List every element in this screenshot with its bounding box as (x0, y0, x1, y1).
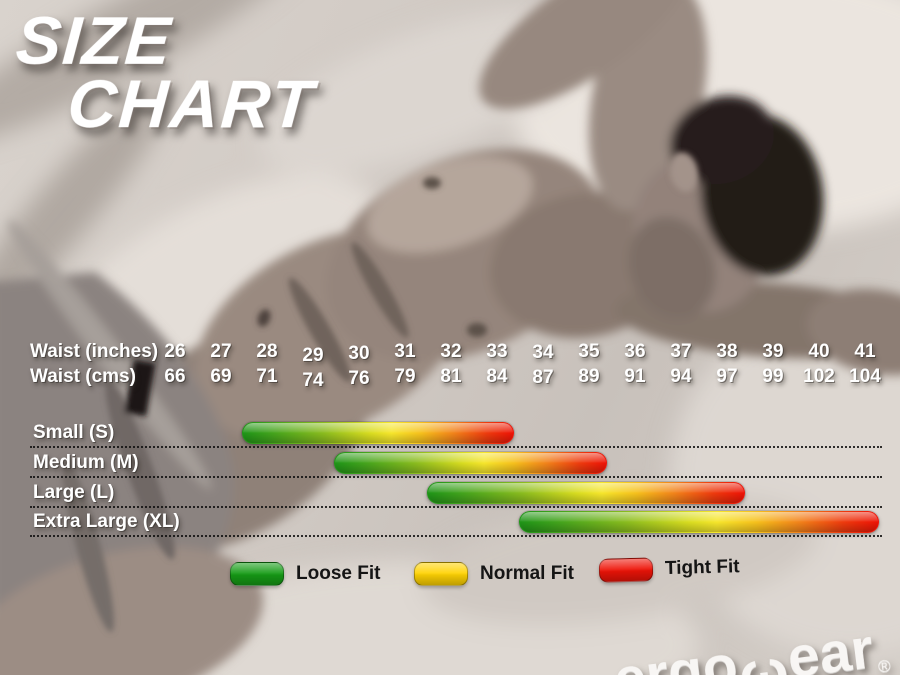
waist-tick: 29 (302, 345, 324, 366)
waist-tick: 40 (808, 341, 830, 362)
legend-swatch (230, 562, 284, 586)
waist-tick: 38 (716, 341, 738, 362)
waist-tick: 87 (532, 367, 554, 388)
size-row-label: Extra Large (XL) (33, 511, 180, 532)
legend-item: Normal Fit (414, 562, 574, 586)
waist-tick: 102 (803, 366, 835, 387)
waist-tick: 33 (486, 341, 508, 362)
registered-mark: ® (877, 656, 892, 675)
logo-text-ear: ear (784, 616, 877, 675)
size-row-label: Medium (M) (33, 452, 139, 473)
legend-item: Loose Fit (230, 562, 380, 586)
title-line2: CHART (65, 65, 318, 142)
legend-item: Tight Fit (598, 555, 740, 583)
waist-tick: 31 (394, 341, 416, 362)
waist-tick: 37 (670, 341, 692, 362)
size-row-label: Large (L) (33, 482, 115, 503)
waist-tick: 69 (210, 366, 232, 387)
title-line1: SIZE (13, 3, 175, 79)
legend-label: Loose Fit (296, 563, 381, 584)
legend-swatch (598, 557, 654, 583)
waist-tick: 89 (578, 366, 600, 387)
waist-table: Waist (inches) 26 27 28 29 30 31 32 33 34 35 36 37 38… (30, 341, 888, 391)
size-range-bar (242, 422, 515, 444)
waist-row-inches: Waist (inches) 26 27 28 29 30 31 32 33 34 35 36 37 38… (30, 341, 888, 366)
waist-tick: 39 (762, 341, 784, 362)
waist-row-label: Waist (cms) (30, 366, 136, 387)
waist-tick: 36 (624, 341, 646, 362)
size-range-bar (426, 482, 745, 504)
waist-tick: 84 (486, 366, 508, 387)
waist-tick: 79 (394, 366, 416, 387)
waist-tick: 27 (210, 341, 232, 362)
legend-label: Tight Fit (664, 556, 740, 580)
size-range-bar (518, 511, 879, 533)
waist-tick: 41 (854, 341, 876, 362)
waist-tick: 91 (624, 366, 646, 387)
waist-tick: 97 (716, 366, 738, 387)
waist-tick: 76 (348, 368, 370, 389)
size-row: Medium (M) (30, 451, 882, 478)
waist-tick: 26 (164, 341, 186, 362)
page-title: SIZE CHART (10, 3, 321, 142)
waist-tick: 81 (440, 366, 462, 387)
waist-tick: 34 (532, 342, 554, 363)
legend-swatch (414, 562, 468, 586)
size-row: Extra Large (XL) (30, 510, 882, 537)
waist-row-cms: Waist (cms) 66 69 71 74 76 79 81 84 87 89 91 94 97 99 1… (30, 366, 888, 391)
waist-tick: 104 (849, 366, 881, 387)
waist-tick: 32 (440, 341, 462, 362)
size-range-bar (334, 452, 607, 474)
waist-tick: 66 (164, 366, 186, 387)
waist-tick: 74 (302, 370, 324, 391)
waist-tick: 71 (256, 366, 278, 387)
waist-tick: 30 (348, 343, 370, 364)
waist-row-label: Waist (inches) (30, 341, 159, 362)
logo-w-glyph: ω (735, 636, 793, 675)
waist-tick: 28 (256, 341, 278, 362)
legend-label: Normal Fit (480, 563, 574, 584)
size-row-label: Small (S) (33, 422, 115, 443)
waist-tick: 99 (762, 366, 784, 387)
size-row: Large (L) (30, 481, 882, 508)
waist-tick: 94 (670, 366, 692, 387)
waist-tick: 35 (578, 341, 600, 362)
size-row: Small (S) (30, 421, 882, 448)
